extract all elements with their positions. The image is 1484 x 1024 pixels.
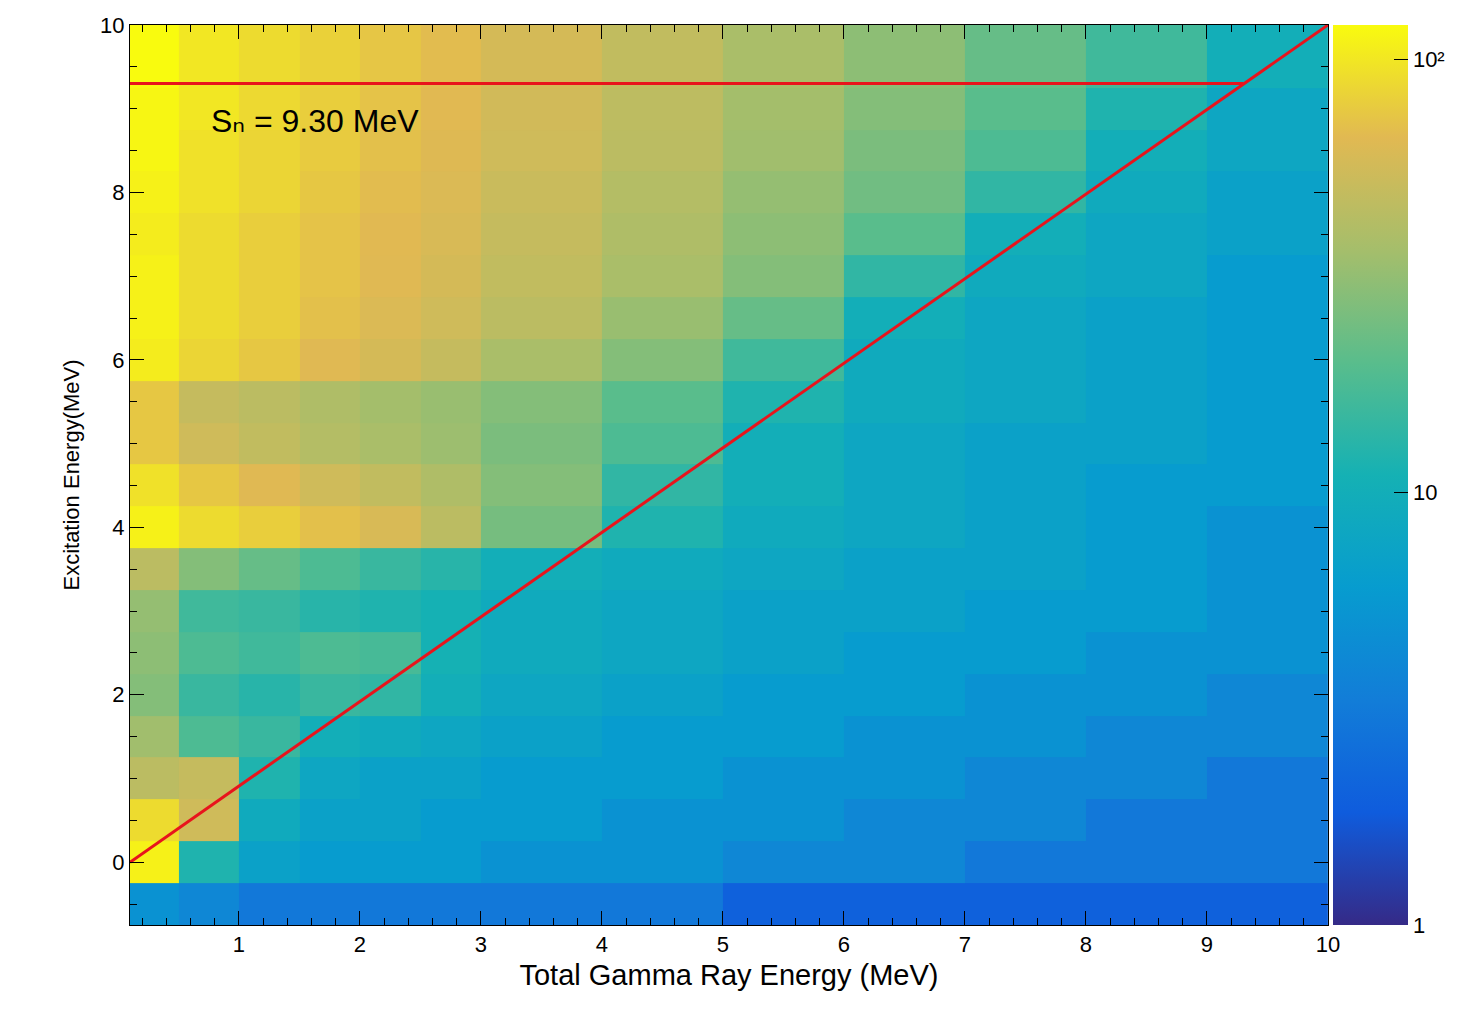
svg-text:4: 4 <box>112 515 124 540</box>
svg-text:10: 10 <box>100 13 124 38</box>
svg-text:Excitation Energy(MeV): Excitation Energy(MeV) <box>59 359 84 590</box>
svg-text:Total Gamma Ray Energy (MeV): Total Gamma Ray Energy (MeV) <box>519 959 938 991</box>
svg-text:6: 6 <box>112 348 124 373</box>
svg-text:2: 2 <box>112 682 124 707</box>
svg-text:9: 9 <box>1201 932 1213 957</box>
svg-text:10: 10 <box>1413 480 1437 505</box>
svg-text:1: 1 <box>233 932 245 957</box>
svg-text:8: 8 <box>112 180 124 205</box>
svg-text:Sₙ = 9.30 MeV: Sₙ = 9.30 MeV <box>211 103 419 139</box>
svg-text:10: 10 <box>1316 932 1340 957</box>
svg-text:0: 0 <box>112 850 124 875</box>
svg-text:4: 4 <box>596 932 608 957</box>
svg-text:5: 5 <box>717 932 729 957</box>
svg-text:7: 7 <box>959 932 971 957</box>
svg-text:10²: 10² <box>1413 47 1445 72</box>
svg-text:8: 8 <box>1080 932 1092 957</box>
svg-text:1: 1 <box>1413 913 1425 938</box>
svg-text:6: 6 <box>838 932 850 957</box>
svg-text:3: 3 <box>475 932 487 957</box>
svg-text:2: 2 <box>354 932 366 957</box>
